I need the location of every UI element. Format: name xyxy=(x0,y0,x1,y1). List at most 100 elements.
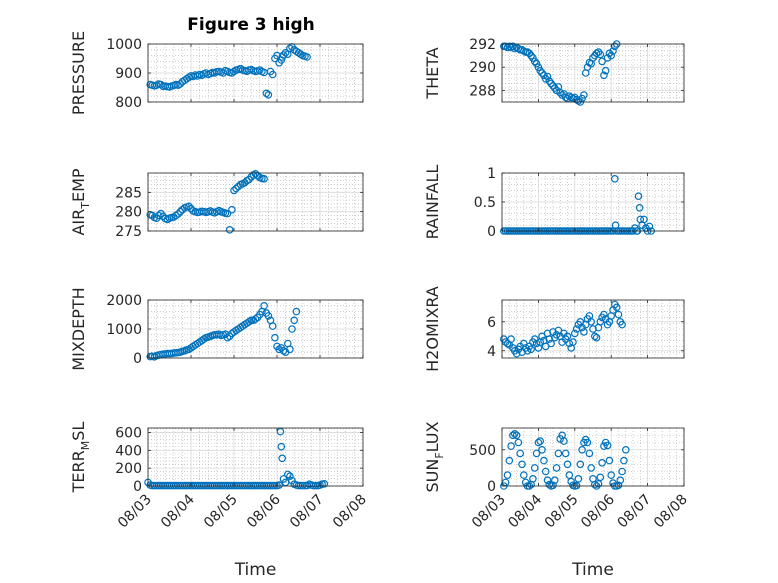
data-point xyxy=(590,332,599,341)
data-point xyxy=(612,303,621,312)
data-point xyxy=(174,210,182,218)
data-point xyxy=(563,460,572,469)
data-point xyxy=(563,332,572,341)
data-point xyxy=(603,441,612,450)
data-point xyxy=(618,320,626,329)
data-point xyxy=(527,345,535,354)
x-tick-label: 08/05 xyxy=(201,492,241,532)
data-point xyxy=(320,479,329,488)
y-tick-label: 290 xyxy=(469,60,496,76)
data-point xyxy=(587,464,596,472)
data-point xyxy=(260,301,268,310)
y-tick-label: 800 xyxy=(115,95,142,111)
data-point xyxy=(590,480,599,489)
data-point xyxy=(516,449,525,458)
y-tick-label: 1000 xyxy=(106,322,142,338)
axes-box xyxy=(501,299,685,359)
data-point xyxy=(292,307,301,316)
y-tick-label: 1000 xyxy=(106,37,142,53)
data-point xyxy=(155,211,163,220)
data-point xyxy=(635,204,644,212)
data-point xyxy=(580,328,588,336)
data-point xyxy=(532,339,541,348)
data-point xyxy=(251,315,260,323)
data-point xyxy=(543,476,552,485)
y-tick-label: 500 xyxy=(469,443,496,459)
data-point xyxy=(572,325,581,333)
data-point xyxy=(640,215,648,224)
x-tick-label: 08/08 xyxy=(330,492,370,532)
x-axis-label: Time xyxy=(234,560,277,580)
data-point xyxy=(547,339,555,348)
data-point xyxy=(561,449,570,458)
y-tick-label: 0 xyxy=(487,479,496,495)
data-point xyxy=(262,89,271,98)
data-point xyxy=(514,438,523,447)
data-point xyxy=(503,471,512,479)
data-point xyxy=(634,192,643,201)
data-point xyxy=(268,70,277,79)
data-point xyxy=(538,445,546,454)
data-point xyxy=(607,51,616,60)
subplot-5: 0 1000 2000 MIXDEPTH xyxy=(69,287,364,371)
data-point xyxy=(543,72,552,81)
data-point xyxy=(609,47,617,55)
y-axis-label: H2OMIXRA xyxy=(423,286,442,372)
data-point xyxy=(645,222,654,231)
data-point xyxy=(176,207,185,216)
y-axis-label: TERRMSL xyxy=(69,422,92,494)
data-point xyxy=(550,476,559,485)
data-point xyxy=(525,49,534,58)
data-point xyxy=(538,69,546,77)
x-tick-label: 08/06 xyxy=(244,491,284,531)
data-point xyxy=(530,464,539,472)
data-point xyxy=(510,429,519,438)
data-point xyxy=(278,454,287,463)
x-tick-label: 08/07 xyxy=(615,492,655,532)
data-point xyxy=(583,438,592,447)
data-point xyxy=(532,449,541,458)
data-point xyxy=(545,480,554,489)
axes-box xyxy=(501,427,685,487)
data-point xyxy=(512,431,521,440)
y-tick-label: 0 xyxy=(133,351,142,367)
y-axis-label: THETA xyxy=(423,47,442,99)
data-point xyxy=(541,467,550,476)
y-tick-label: 0 xyxy=(487,224,496,240)
data-point xyxy=(549,481,557,490)
data-point xyxy=(596,50,605,59)
data-point xyxy=(523,346,532,355)
data-point xyxy=(303,53,311,61)
data-point xyxy=(286,472,294,481)
data-point xyxy=(283,470,292,479)
data-point xyxy=(277,442,286,451)
data-point xyxy=(288,325,296,333)
data-point xyxy=(157,80,165,89)
data-point xyxy=(610,175,619,183)
data-point xyxy=(600,442,608,450)
subplot-4: 0 0.5 1 RAINFALL xyxy=(423,165,685,240)
x-tick-label: 08/03 xyxy=(115,492,155,532)
data-point xyxy=(598,458,606,467)
subplot-6: 4 6 H2OMIXRA xyxy=(423,286,685,372)
data-point xyxy=(605,456,614,465)
data-point xyxy=(286,345,294,354)
x-tick-label: 08/05 xyxy=(542,492,582,532)
data-point xyxy=(565,471,574,479)
plot-area xyxy=(148,173,363,231)
data-point xyxy=(578,445,586,454)
data-point xyxy=(536,437,545,445)
data-point xyxy=(570,329,579,338)
data-point xyxy=(290,316,299,325)
data-point xyxy=(594,48,603,56)
data-point xyxy=(264,91,273,99)
y-axis-label: PRESSURE xyxy=(69,31,88,115)
data-point xyxy=(598,57,606,66)
data-point xyxy=(518,348,526,357)
data-point xyxy=(552,464,561,472)
plot-area xyxy=(148,428,363,486)
y-tick-label: 288 xyxy=(469,83,496,99)
data-point xyxy=(534,438,543,447)
data-point xyxy=(587,317,596,326)
